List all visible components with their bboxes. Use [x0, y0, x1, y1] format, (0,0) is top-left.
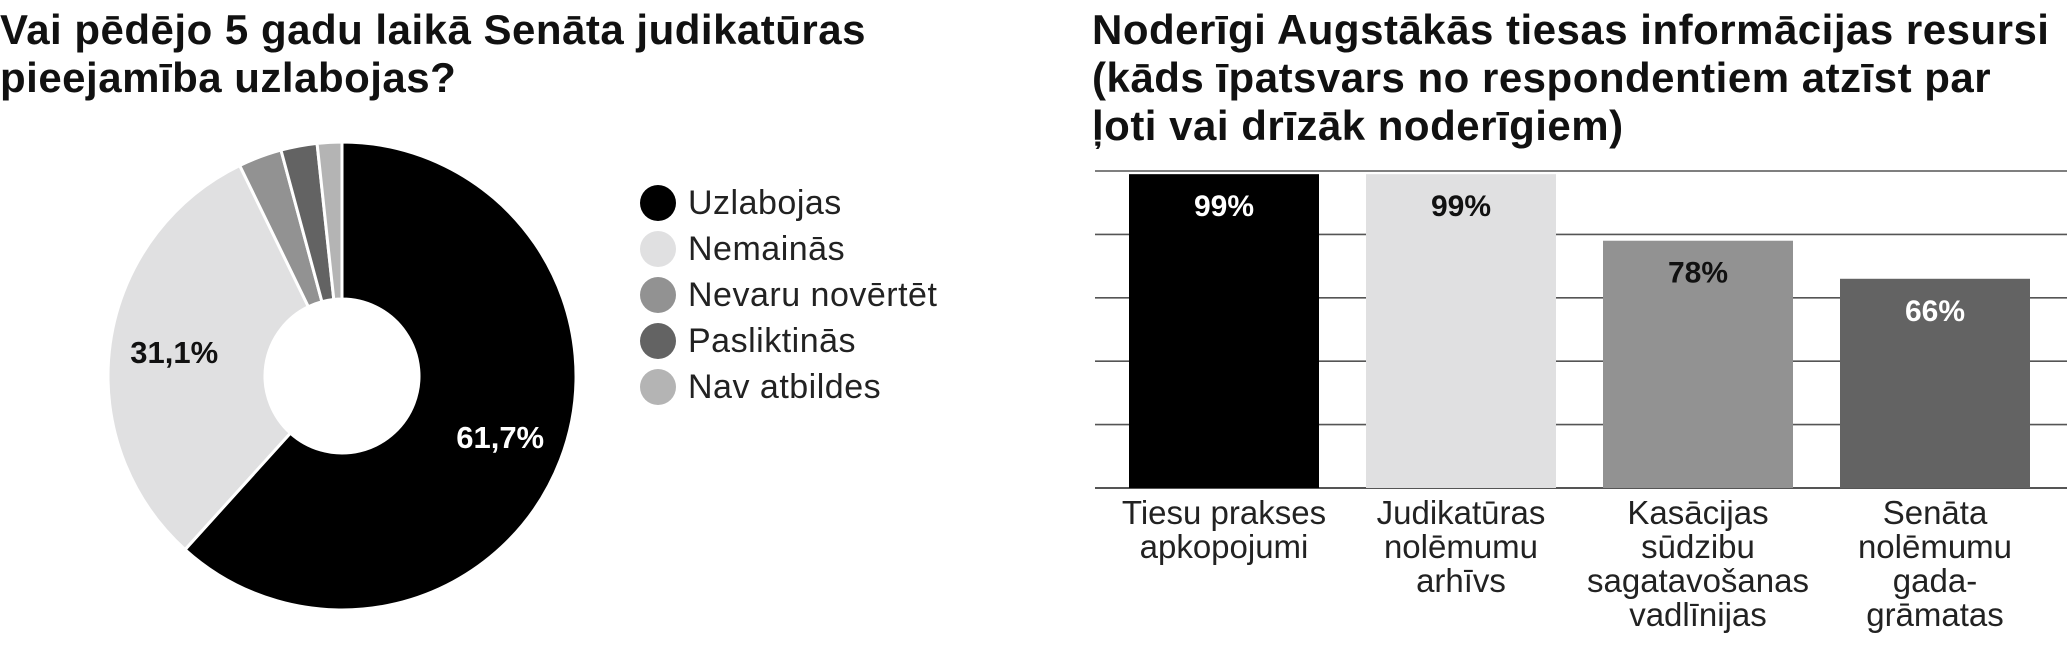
legend-swatch — [640, 231, 676, 267]
bar-value-label: 99% — [1431, 190, 1491, 223]
legend-item-nevaru-novertet: Nevaru novērtēt — [640, 272, 937, 318]
legend-label: Uzlabojas — [688, 183, 842, 222]
bar-chart-title: Noderīgi Augstākās tiesas informācijas r… — [1092, 6, 2050, 149]
legend-swatch — [640, 185, 676, 221]
donut-chart: 61,7% 31,1% — [106, 140, 578, 612]
category-label: Senāta nolēmumu gada-grāmatas — [1858, 494, 2012, 633]
legend-item-pasliktinas: Pasliktinās — [640, 318, 937, 364]
pie-slice-2 — [106, 163, 311, 552]
bar-value-label: 99% — [1194, 190, 1254, 223]
category-label: Kasācijas sūdzibu sagatavošanas vadlīnijas — [1587, 494, 1809, 633]
category-label: Tiesu prakses apkopojumi — [1122, 494, 1326, 565]
pie-slice-label: 31,1% — [130, 335, 218, 370]
pie-slice-1 — [182, 140, 578, 612]
bar-4 — [1840, 278, 2030, 488]
category-label: Judikatūras nolēmumu arhīvs — [1377, 494, 1546, 599]
pie-chart-title: Vai pēdējo 5 gadu laikā Senāta judikatūr… — [0, 6, 866, 101]
pie-slice-label: 61,7% — [456, 420, 544, 455]
legend-label: Nav atbildes — [688, 367, 882, 406]
legend-item-uzlabojas: Uzlabojas — [640, 180, 937, 226]
bar-2 — [1366, 174, 1556, 489]
bar-1 — [1129, 174, 1319, 489]
pie-slice-5 — [315, 140, 344, 302]
bar-3 — [1603, 240, 1793, 488]
legend-label: Pasliktinās — [688, 321, 857, 360]
legend-swatch — [640, 323, 676, 359]
legend-swatch — [640, 277, 676, 313]
pie-legend: Uzlabojas Nemainās Nevaru novērtēt Pasli… — [640, 180, 937, 410]
bar-value-label: 66% — [1905, 295, 1965, 328]
legend-label: Nevaru novērtēt — [688, 275, 938, 314]
legend-swatch — [640, 369, 676, 405]
legend-label: Nemainās — [688, 229, 846, 268]
bar-value-label: 78% — [1668, 257, 1728, 290]
legend-item-nemainas: Nemainās — [640, 226, 937, 272]
legend-item-nav-atbildes: Nav atbildes — [640, 364, 937, 410]
